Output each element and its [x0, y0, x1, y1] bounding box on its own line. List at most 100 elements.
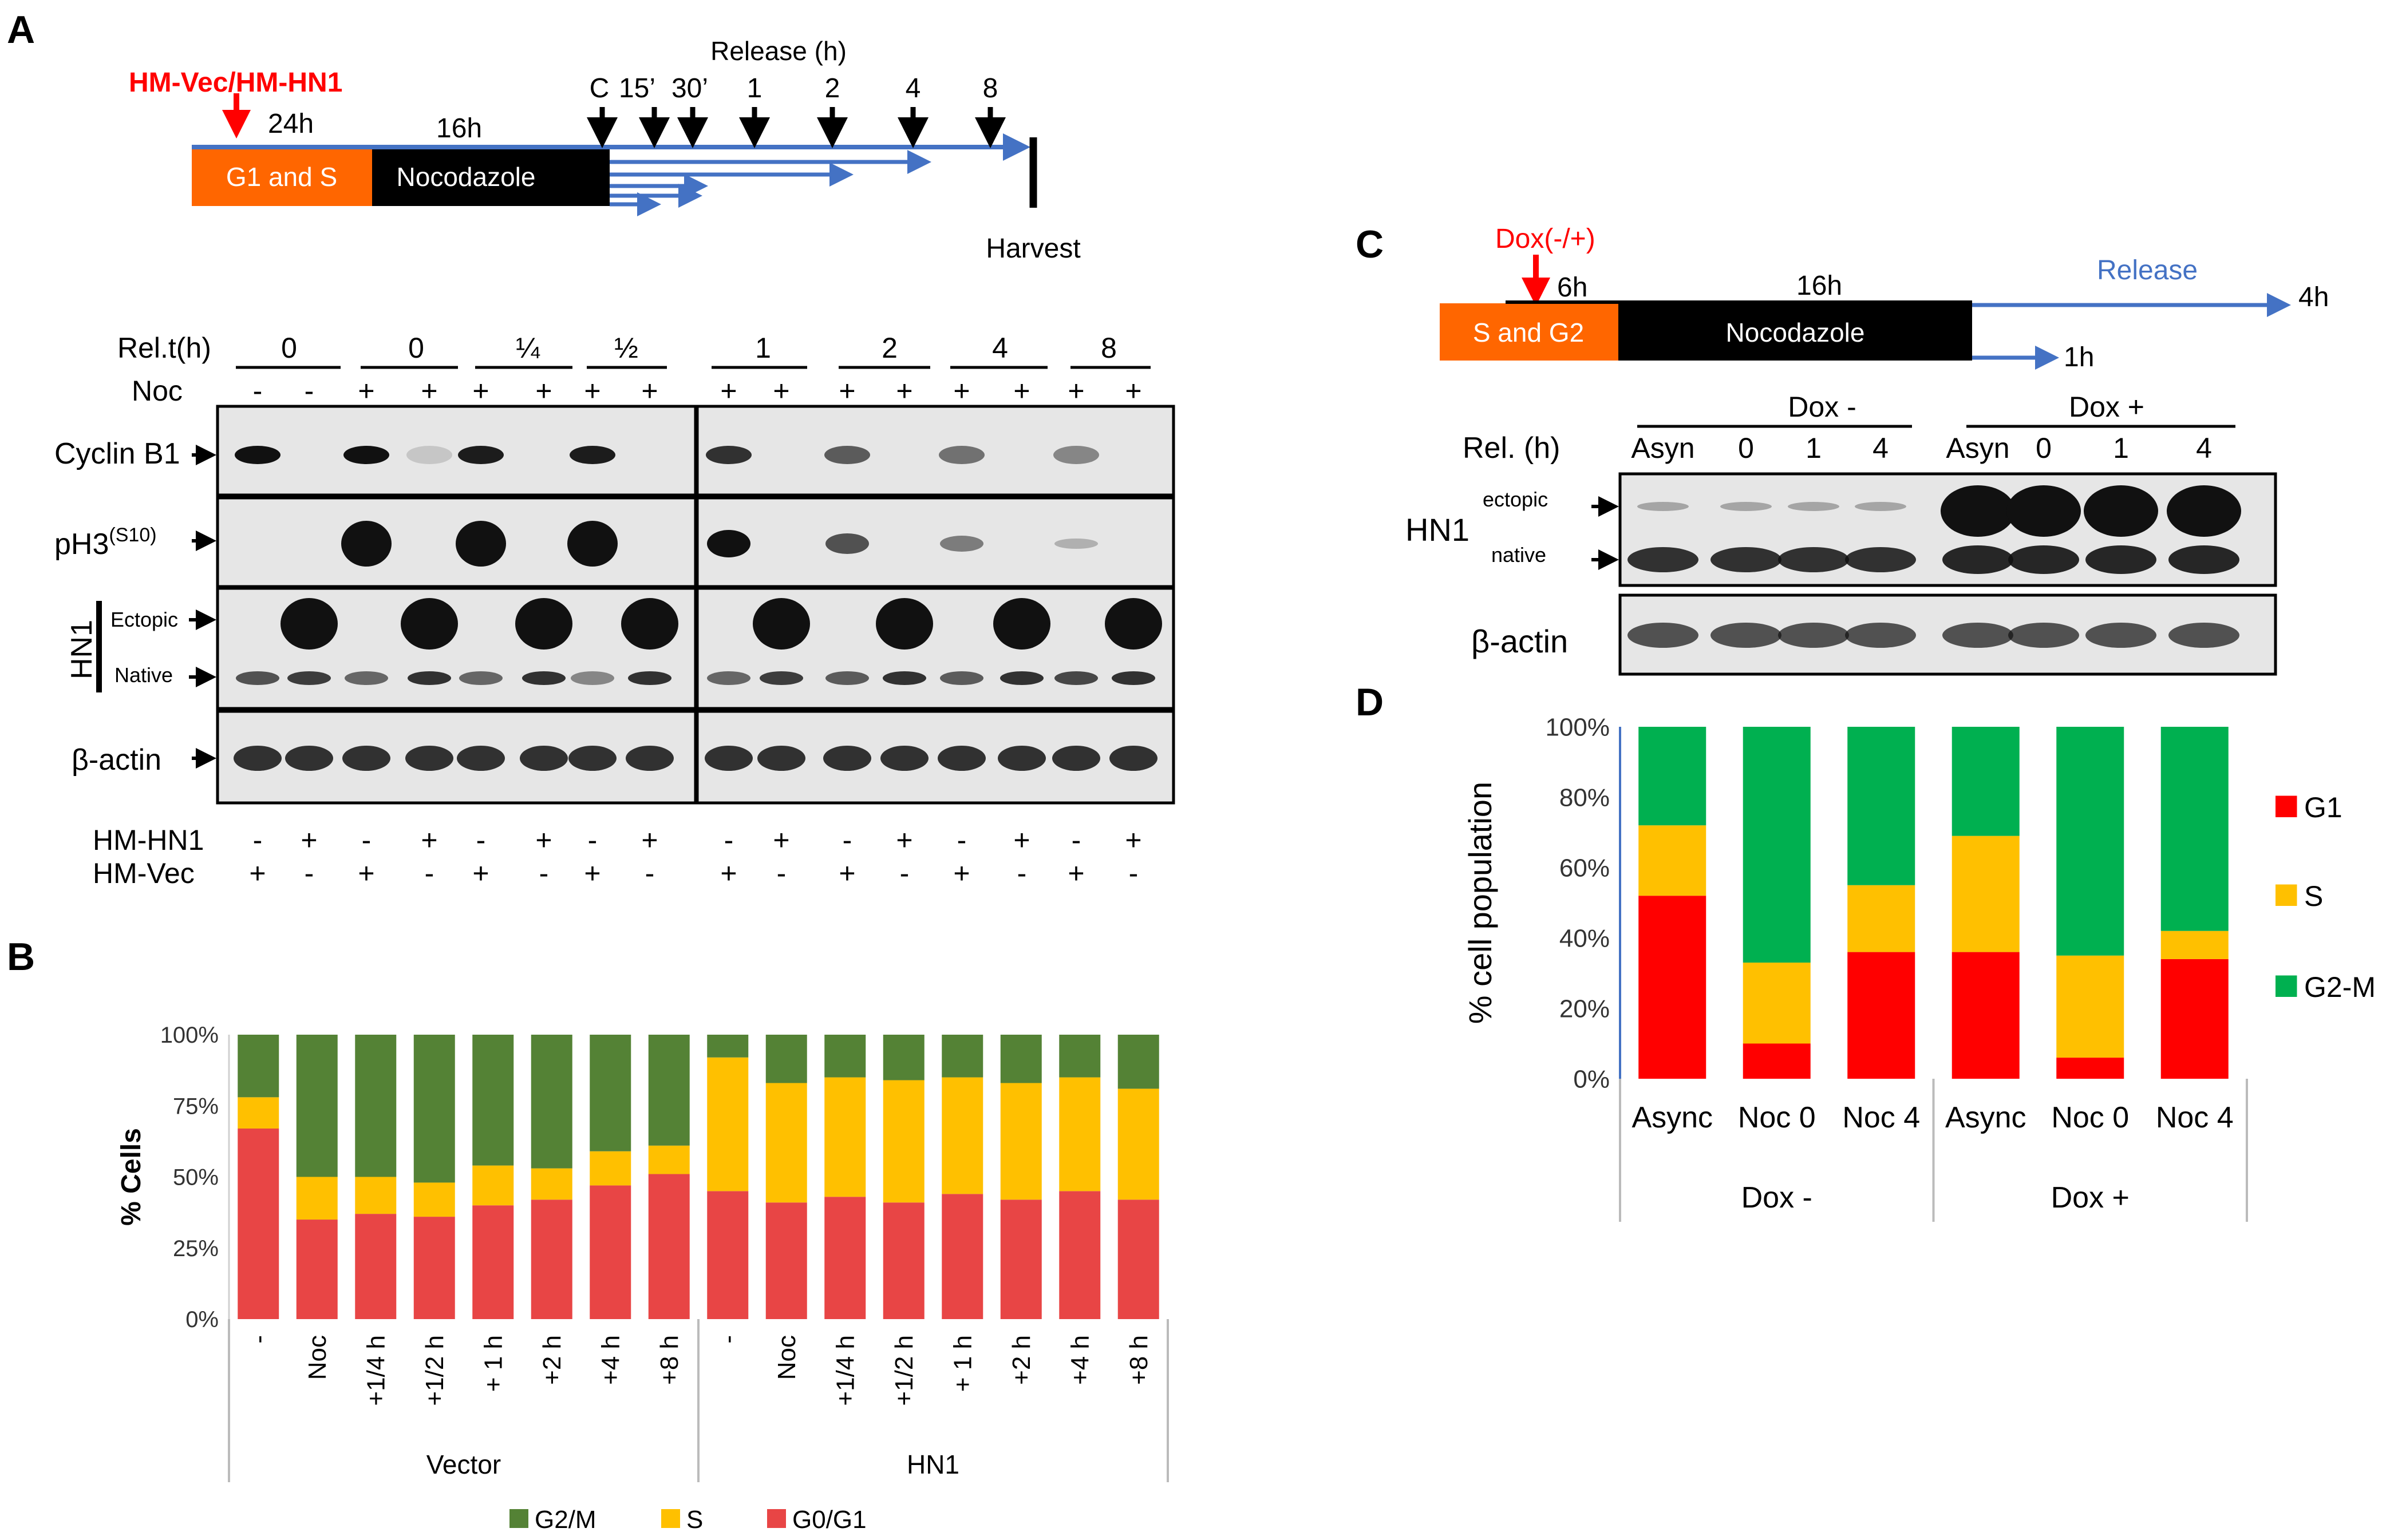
noc-sign: +: [535, 375, 552, 407]
blot-band: [1105, 598, 1162, 650]
x-tick-label: +1/4 h: [362, 1335, 390, 1406]
blot-band: [825, 533, 869, 554]
hmhn1-sign: -: [253, 824, 263, 856]
y-tick-label: 80%: [1559, 783, 1610, 811]
bar-segment-s: [531, 1168, 572, 1200]
x-tick-label: Noc 0: [2051, 1101, 2129, 1134]
legend-swatch: [2276, 795, 2297, 817]
actin-label-c: β-actin: [1471, 623, 1568, 659]
release-point-label: 15’: [619, 73, 655, 104]
noc-sign: -: [253, 375, 263, 407]
nocodazole-box-c: [1618, 303, 1972, 361]
legend-label: G2-M: [2304, 971, 2376, 1003]
blot-band: [408, 671, 451, 685]
blot-band: [1053, 446, 1099, 464]
x-tick-label: +8 h: [655, 1335, 684, 1385]
release-point-label: 4: [906, 73, 921, 104]
noc-sign: +: [896, 375, 912, 407]
bar-segment-s: [472, 1165, 514, 1206]
blot-band: [753, 598, 810, 650]
row-label-hn1: HN1: [65, 620, 98, 679]
panel-label-d: D: [1356, 680, 1384, 724]
blot-band: [235, 446, 281, 464]
bar-segment-g2-m: [590, 1035, 631, 1151]
blot-band: [456, 521, 506, 567]
noc-sign: +: [773, 375, 789, 407]
hmvec-sign: -: [1017, 857, 1027, 889]
x-tick-label: +1/2 h: [890, 1335, 918, 1406]
legend-swatch: [509, 1509, 528, 1528]
blot-band: [707, 530, 750, 557]
bar-segment-g2-m: [1638, 727, 1706, 826]
bar-segment-s: [2056, 955, 2124, 1058]
hn1-label-c: HN1: [1405, 512, 1469, 548]
ectopic-label: Ectopic: [110, 608, 178, 631]
release-point-label: 1: [747, 73, 763, 104]
blot-c-bands: [1627, 485, 2241, 648]
relt-value: 8: [1101, 332, 1117, 364]
relt-value: 1: [755, 332, 771, 364]
blot-band: [2008, 623, 2079, 648]
rel-value: 0: [1738, 432, 1754, 464]
relt-values: 0 0 ¼ ½ 1 2 4 8: [236, 332, 1151, 369]
hmvec-sign: +: [953, 857, 970, 889]
hmvec-label: HM-Vec: [93, 857, 195, 889]
nocodazole-box-c-label: Nocodazole: [1726, 318, 1865, 347]
legend-label: S: [686, 1506, 703, 1534]
bar-segment-g2-m: [2056, 727, 2124, 956]
bar-segment-g0-g1: [590, 1185, 631, 1319]
harvest-label: Harvest: [986, 233, 1080, 264]
legend-label: G0/G1: [792, 1506, 867, 1534]
bar-segment-g2-m: [413, 1035, 455, 1183]
bar-segment-s: [883, 1080, 925, 1203]
y-tick-label: 100%: [160, 1023, 219, 1048]
noc-sign: +: [839, 375, 855, 407]
hmhn1-label: HM-HN1: [93, 824, 204, 856]
bar-segment-g2-m: [765, 1035, 807, 1083]
hmhn1-sign: -: [843, 824, 852, 856]
blot-band: [1778, 623, 1849, 648]
blot-band: [824, 446, 870, 464]
hmvec-sign: +: [584, 857, 601, 889]
noc-sign: +: [472, 375, 489, 407]
panel-a-blot: Rel.t(h) Noc 0 0 ¼ ½ 1 2 4 8 - - + + + + + + + + +…: [54, 332, 1175, 889]
bar-segment-g1: [2056, 1058, 2124, 1079]
x-tick-label: Noc: [303, 1335, 331, 1380]
legend-swatch: [2276, 884, 2297, 906]
y-axis-label: % Cells: [116, 1128, 147, 1226]
sg2-box: [1440, 303, 1618, 361]
hmhn1-sign: -: [476, 824, 486, 856]
bar-segment-g2-m: [648, 1035, 690, 1146]
bar-segment-g2-m: [1059, 1035, 1101, 1078]
blot-band: [515, 598, 572, 650]
y-axis-label: % cell population: [1462, 782, 1498, 1024]
blot-band: [1941, 485, 2015, 537]
hmvec-sign: +: [839, 857, 855, 889]
x-tick-label: -: [714, 1335, 742, 1344]
hmvec-sign: +: [1068, 857, 1084, 889]
x-tick-label: +4 h: [1066, 1335, 1095, 1385]
blot-band: [626, 746, 674, 771]
duration-16h-c: 16h: [1796, 271, 1842, 301]
legend-swatch: [2276, 975, 2297, 997]
hmhn1-sign: +: [301, 824, 317, 856]
bar-segment-g2-m: [1951, 727, 2020, 836]
blot-band: [520, 746, 568, 771]
blot-band: [1112, 671, 1155, 685]
y-tick-label: 0%: [1573, 1065, 1610, 1093]
noc-sign: +: [641, 375, 658, 407]
blot-band: [998, 746, 1046, 771]
bar-segment-g0-g1: [296, 1220, 338, 1319]
duration-16h: 16h: [436, 113, 482, 144]
time-1h: 1h: [2064, 342, 2094, 373]
release-point-label: 2: [825, 73, 840, 104]
blot-band: [707, 671, 750, 685]
blot-band: [2085, 623, 2156, 648]
blot-band: [281, 598, 338, 650]
bar-segment-g2-m: [355, 1035, 397, 1177]
noc-label: Noc: [132, 375, 183, 407]
blot-band: [1942, 545, 2013, 574]
legend-label: G2/M: [535, 1506, 596, 1534]
bar-segment-s: [707, 1057, 749, 1191]
